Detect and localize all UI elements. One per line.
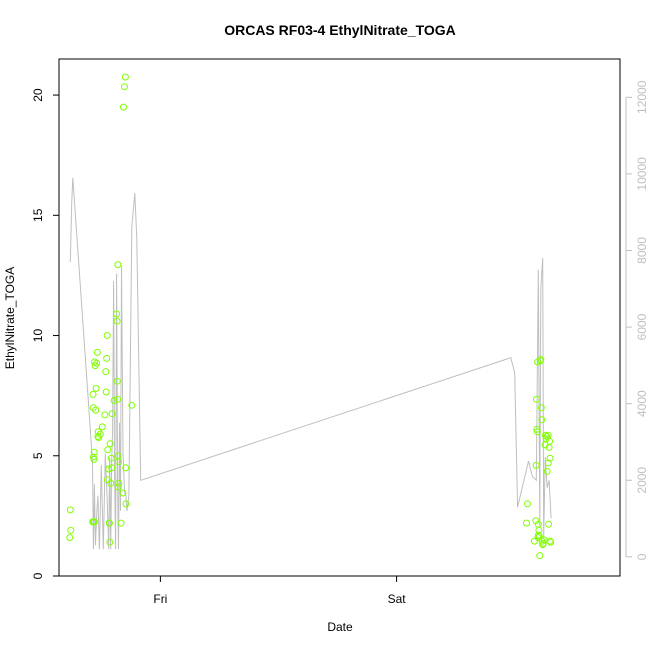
y-tick-label: 0 [31,572,45,579]
data-point [114,395,122,403]
data-point [128,401,136,409]
right-series-line-layer [69,177,552,550]
data-point [532,461,540,469]
data-point [533,395,540,403]
data-point [101,411,109,419]
data-point [120,103,127,111]
data-point [108,410,116,418]
points-layer [66,73,555,560]
data-point [538,416,546,424]
data-point [545,520,553,528]
y2-tick-label: 0 [635,553,649,560]
data-point [114,261,122,269]
data-point [102,388,110,396]
data-point [92,384,100,392]
data-point [524,500,531,508]
data-point [102,368,110,376]
data-point [113,317,121,325]
x-tick-label: Sat [388,592,407,606]
y-tick-label: 20 [31,88,45,102]
data-point [546,454,554,462]
data-point [104,446,112,454]
data-point [122,500,130,508]
data-point [98,423,106,431]
data-point [121,73,129,81]
y-axis-left: 0 5 10 15 20 [31,88,59,579]
y-axis-right: 0 2000 4000 6000 8000 10000 12000 [625,80,649,560]
series-line [69,177,552,550]
data-point [105,519,113,527]
y2-tick-label: 8000 [635,237,649,264]
data-point [90,455,98,463]
data-point [523,519,530,527]
y-axis-label: EthylNitrate_TOGA [3,267,17,369]
data-point [94,433,102,440]
x-tick-label: Fri [153,592,167,606]
data-point [90,518,98,526]
y-tick-label: 15 [31,208,45,222]
plot-area [58,58,621,577]
data-point [530,537,538,545]
data-point [90,448,98,456]
data-point [113,310,121,318]
data-point [96,430,104,438]
data-point [115,479,123,487]
data-point [95,434,103,442]
data-point [115,458,122,466]
data-point [533,428,541,436]
data-point [106,538,114,546]
data-point [89,390,97,398]
data-point [537,404,545,412]
data-point [103,354,111,362]
data-point [121,83,128,91]
chart-title: ORCAS RF03-4 EthylNitrate_TOGA [224,22,456,38]
data-point [122,464,130,472]
data-point [537,356,545,364]
data-point [119,489,127,497]
data-point [534,520,542,528]
y2-tick-label: 2000 [635,467,649,494]
y2-tick-label: 10000 [635,157,649,191]
data-point [539,540,547,547]
y-tick-label: 10 [31,329,45,343]
data-point [108,464,116,472]
data-point [536,552,544,560]
data-point [543,467,551,475]
y2-tick-label: 6000 [635,313,649,340]
data-point [107,454,115,462]
y2-tick-label: 12000 [635,80,649,114]
y2-tick-label: 4000 [635,390,649,417]
data-point [92,406,100,414]
data-point [67,526,75,534]
data-point [106,440,114,448]
data-point [107,479,115,487]
data-point [66,506,74,514]
data-point [113,377,121,385]
data-point [114,483,122,491]
data-point [544,431,552,439]
data-point [93,359,101,367]
data-point [544,459,552,467]
data-point [89,404,97,412]
data-point [110,397,118,404]
data-point [535,531,542,539]
data-point [541,431,549,439]
x-axis-label: Date [327,620,353,634]
x-axis: Fri Sat [153,576,406,606]
data-point [546,537,554,545]
data-point [66,534,74,541]
data-point [103,332,111,339]
data-point [93,348,101,356]
y-tick-label: 5 [31,452,45,459]
data-point [117,519,125,527]
data-point [532,517,540,525]
